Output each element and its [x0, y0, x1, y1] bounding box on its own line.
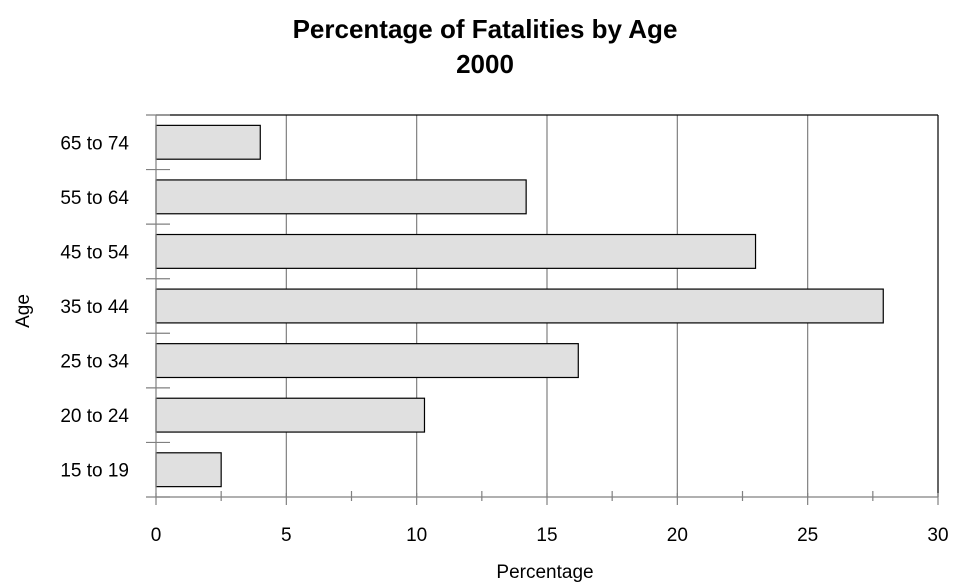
- x-tick-label: 25: [797, 525, 818, 546]
- axes: [146, 114, 939, 505]
- bar: [155, 124, 261, 160]
- x-tick-label: 20: [667, 525, 688, 546]
- y-tick-label: 35 to 44: [60, 297, 129, 318]
- y-tick-labels: 15 to 19 20 to 24 25 to 34 35 to 44 45 to 54…: [60, 133, 129, 481]
- bar: [155, 288, 884, 324]
- y-tick-label: 25 to 34: [60, 352, 129, 373]
- x-tick-label: 0: [151, 525, 162, 546]
- x-tick-label: 30: [927, 525, 948, 546]
- y-tick-label: 65 to 74: [60, 133, 129, 154]
- bar: [155, 343, 579, 379]
- x-tick-label: 10: [406, 525, 427, 546]
- chart-title: Percentage of Fatalities by Age: [293, 14, 678, 44]
- x-tick-labels: 0 5 10 15 20 25 30: [151, 525, 949, 546]
- y-axis-label: Age: [13, 294, 34, 328]
- x-tick-label: 15: [536, 525, 557, 546]
- y-tick-label: 55 to 64: [60, 188, 129, 209]
- bar: [155, 452, 222, 488]
- bar: [155, 233, 757, 269]
- x-tick-label: 5: [281, 525, 292, 546]
- chart-subtitle: 2000: [456, 49, 514, 79]
- bars: [155, 124, 884, 488]
- bar: [155, 397, 426, 433]
- bar: [155, 179, 527, 215]
- y-tick-label: 15 to 19: [60, 461, 129, 482]
- y-tick-label: 45 to 54: [60, 242, 129, 263]
- x-axis-label: Percentage: [496, 562, 593, 583]
- y-tick-label: 20 to 24: [60, 406, 129, 427]
